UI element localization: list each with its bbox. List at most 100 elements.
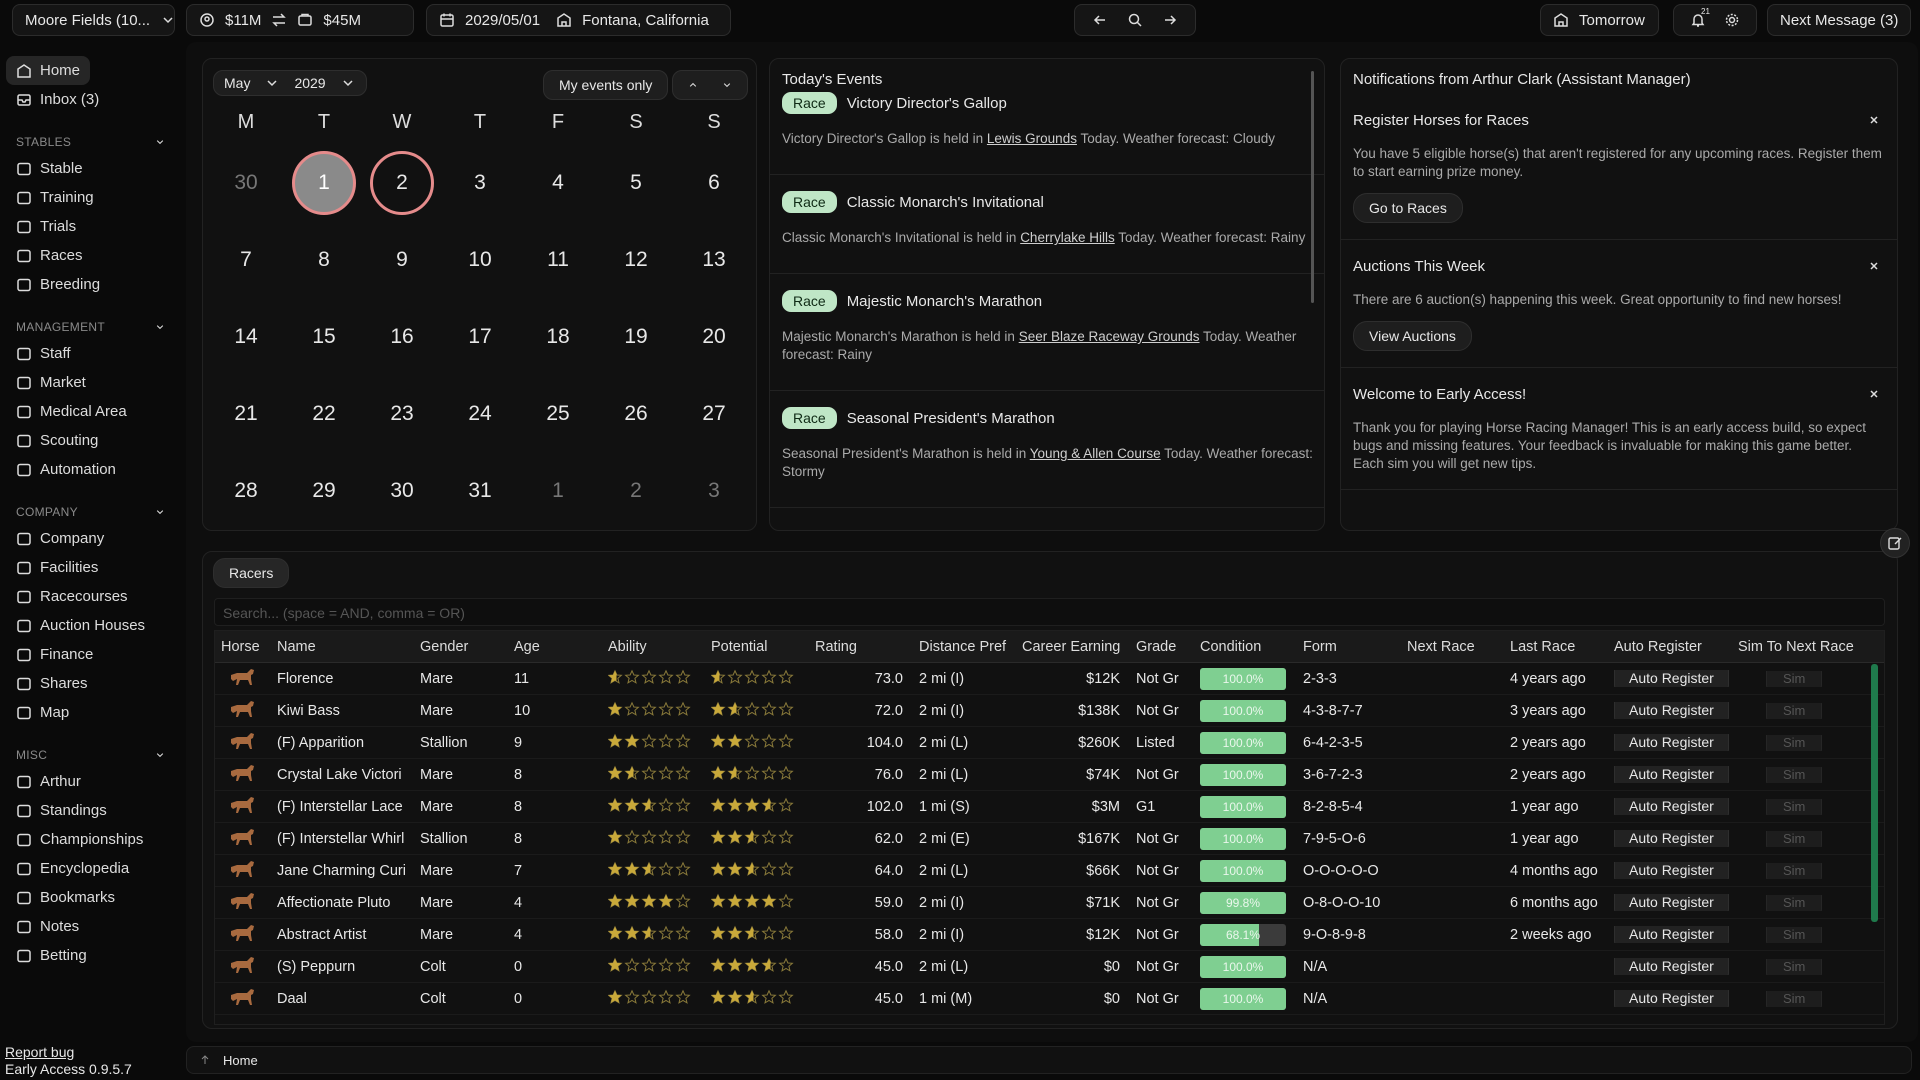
edit-button[interactable] — [1880, 528, 1910, 558]
next-message-button[interactable]: Next Message (3) — [1767, 4, 1911, 36]
auto-register-button[interactable]: Auto Register — [1614, 830, 1729, 847]
sim-button[interactable]: Sim — [1766, 766, 1823, 783]
calendar-day[interactable]: 3 — [441, 144, 519, 221]
auto-register-button[interactable]: Auto Register — [1614, 798, 1729, 815]
calendar-day[interactable]: 26 — [597, 375, 675, 452]
nav-item[interactable]: Inbox (3) — [6, 85, 109, 114]
search-input[interactable]: Search... (space = AND, comma = OR) — [214, 598, 1885, 626]
calendar-day[interactable]: 16 — [363, 298, 441, 375]
nav-item[interactable]: Races — [6, 241, 93, 270]
nav-item[interactable]: Stable — [6, 154, 93, 183]
calendar-day[interactable]: 27 — [675, 375, 753, 452]
sim-button[interactable]: Sim — [1766, 894, 1823, 911]
sim-button[interactable]: Sim — [1766, 958, 1823, 975]
icon[interactable] — [1127, 12, 1143, 28]
column-header[interactable]: Next Race — [1407, 638, 1475, 655]
venue-link[interactable]: Cherrylake Hills — [1020, 230, 1115, 245]
venue-link[interactable]: Young & Allen Course — [1029, 446, 1161, 461]
calendar-day[interactable]: 19 — [597, 298, 675, 375]
close-button[interactable] — [1869, 386, 1879, 403]
stable-select[interactable]: Moore Fields (10... — [12, 4, 175, 36]
calendar-day[interactable]: 20 — [675, 298, 753, 375]
nav-section[interactable]: MANAGEMENT — [0, 315, 184, 339]
month-year-select[interactable]: May 2029 — [213, 70, 367, 96]
nav-item[interactable]: Map — [6, 698, 79, 727]
calendar-day[interactable]: 2 — [597, 452, 675, 529]
nav-item[interactable]: Notes — [6, 912, 89, 941]
table-row[interactable]: Jane Charming Curi Mare 7 64.0 2 mi (L) $66K N… — [215, 855, 1884, 887]
table-row[interactable]: Abstract Artist Mare 4 58.0 2 mi (I) $12K Not … — [215, 919, 1884, 951]
calendar-day[interactable]: 15 — [285, 298, 363, 375]
calendar-day[interactable]: 8 — [285, 221, 363, 298]
close-button[interactable] — [1869, 258, 1879, 275]
calendar-day[interactable]: 9 — [363, 221, 441, 298]
nav-item[interactable]: Arthur — [6, 767, 91, 796]
auto-register-button[interactable]: Auto Register — [1614, 734, 1729, 751]
auto-register-button[interactable]: Auto Register — [1614, 926, 1729, 943]
auto-register-button[interactable]: Auto Register — [1614, 990, 1729, 1007]
nav-item[interactable]: Racecourses — [6, 582, 138, 611]
table-row[interactable]: Crystal Lake Victori Mare 8 76.0 2 mi (L) $74… — [215, 759, 1884, 791]
nav-item[interactable]: Medical Area — [6, 397, 137, 426]
column-header[interactable]: Rating — [815, 638, 857, 655]
column-header[interactable]: Name — [277, 638, 316, 655]
auto-register-button[interactable]: Auto Register — [1614, 894, 1729, 911]
racers-tab[interactable]: Racers — [213, 558, 290, 588]
auto-register-button[interactable]: Auto Register — [1614, 958, 1729, 975]
calendar-day[interactable]: 17 — [441, 298, 519, 375]
calendar-day[interactable]: 12 — [597, 221, 675, 298]
table-row[interactable]: (F) Apparition Stallion 9 104.0 2 mi (L) $260… — [215, 727, 1884, 759]
nav-item[interactable]: Finance — [6, 640, 103, 669]
table-row[interactable]: (F) Interstellar Whirl Stallion 8 62.0 2 mi … — [215, 823, 1884, 855]
nav-item[interactable]: Shares — [6, 669, 98, 698]
calendar-day[interactable]: 29 — [285, 452, 363, 529]
nav-item[interactable]: Bookmarks — [6, 883, 125, 912]
calendar-day[interactable]: 23 — [363, 375, 441, 452]
column-header[interactable]: Distance Pref — [919, 638, 1007, 655]
calendar-day[interactable]: 28 — [207, 452, 285, 529]
nav-item[interactable]: Automation — [6, 455, 126, 484]
table-row[interactable]: (F) Interstellar Lace Mare 8 102.0 1 mi (S) $… — [215, 791, 1884, 823]
icon[interactable] — [1162, 12, 1178, 28]
calendar-day[interactable]: 10 — [441, 221, 519, 298]
report-bug[interactable]: Report bug — [5, 1044, 75, 1060]
sim-button[interactable]: Sim — [1766, 862, 1823, 879]
notification-button[interactable]: Go to Races — [1353, 193, 1463, 223]
auto-register-button[interactable]: Auto Register — [1614, 670, 1729, 687]
nav-item[interactable]: Championships — [6, 825, 153, 854]
calendar-day[interactable]: 31 — [441, 452, 519, 529]
sim-button[interactable]: Sim — [1766, 734, 1823, 751]
calendar-day[interactable]: 5 — [597, 144, 675, 221]
nav-item[interactable]: Breeding — [6, 270, 110, 299]
sim-button[interactable]: Sim — [1766, 830, 1823, 847]
nav-item[interactable]: Home — [6, 56, 91, 85]
sim-button[interactable]: Sim — [1766, 670, 1823, 687]
column-header[interactable]: Sim To Next Race — [1738, 638, 1854, 655]
advance-button[interactable]: Tomorrow — [1540, 4, 1659, 36]
table-row[interactable]: Affectionate Pluto Mare 4 59.0 2 mi (I) $71K N… — [215, 887, 1884, 919]
calendar-day[interactable]: 4 — [519, 144, 597, 221]
table-row[interactable]: Kiwi Bass Mare 10 72.0 2 mi (I) $138K Not Gr 10… — [215, 695, 1884, 727]
calendar-day[interactable]: 30 — [207, 144, 285, 221]
calendar-day[interactable]: 30 — [363, 452, 441, 529]
nav-item[interactable]: Training — [6, 183, 104, 212]
column-header[interactable]: Age — [514, 638, 540, 655]
column-header[interactable]: Auto Register — [1614, 638, 1702, 655]
close-button[interactable] — [1869, 112, 1879, 129]
column-header[interactable]: Grade — [1136, 638, 1177, 655]
column-header[interactable]: Condition — [1200, 638, 1262, 655]
column-header[interactable]: Last Race — [1510, 638, 1576, 655]
calendar-day[interactable]: 1 — [519, 452, 597, 529]
column-header[interactable]: Career Earning — [1022, 638, 1121, 655]
column-header[interactable]: Gender — [420, 638, 469, 655]
column-header[interactable]: Potential — [711, 638, 768, 655]
sim-button[interactable]: Sim — [1766, 926, 1823, 943]
calendar-day[interactable]: 24 — [441, 375, 519, 452]
venue-link[interactable]: Lewis Grounds — [986, 131, 1077, 146]
calendar-day[interactable]: 6 — [675, 144, 753, 221]
filter-button[interactable]: My events only — [543, 70, 669, 100]
nav-item[interactable]: Betting — [6, 941, 97, 970]
calendar-day[interactable]: 14 — [207, 298, 285, 375]
auto-register-button[interactable]: Auto Register — [1614, 702, 1729, 719]
table-row[interactable]: Florence Mare 11 73.0 2 mi (I) $12K Not Gr 100.… — [215, 663, 1884, 695]
